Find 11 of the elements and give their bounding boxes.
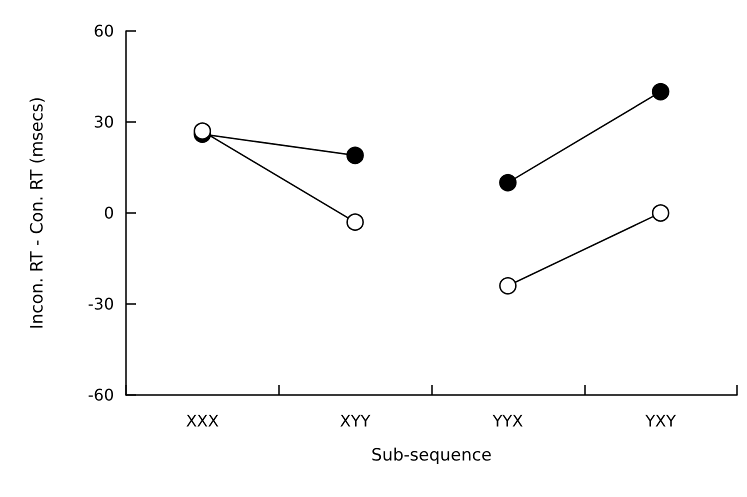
- y-tick-label: 60: [94, 22, 114, 40]
- x-tick-label: XXX: [186, 412, 219, 430]
- y-tick-label: -60: [88, 386, 114, 404]
- y-tick-label: 0: [104, 204, 114, 222]
- y-tick-label: -30: [88, 294, 114, 314]
- x-tick-label: YXY: [644, 412, 676, 430]
- x-axis-title: Sub-sequence: [371, 446, 492, 466]
- x-tick-label: XYY: [340, 412, 371, 430]
- y-tick-label: 30: [94, 112, 114, 132]
- x-tick-label: YYX: [492, 412, 524, 430]
- y-axis-title: Incon. RT - Con. RT (msecs): [28, 96, 48, 330]
